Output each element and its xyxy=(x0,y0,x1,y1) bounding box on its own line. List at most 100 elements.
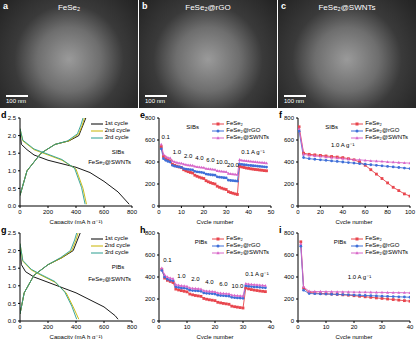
svg-text:FeSe₂@SWNTs: FeSe₂@SWNTs xyxy=(88,159,131,165)
svg-text:800: 800 xyxy=(127,209,138,215)
svg-text:4.0: 4.0 xyxy=(205,279,214,285)
svg-text:40: 40 xyxy=(407,324,414,330)
svg-text:600: 600 xyxy=(99,324,110,330)
svg-text:Cycle number: Cycle number xyxy=(196,334,233,339)
svg-text:0.1: 0.1 xyxy=(162,134,171,140)
svg-text:FeSe₂@SWNTs: FeSe₂@SWNTs xyxy=(88,276,131,282)
svg-text:400: 400 xyxy=(284,274,295,280)
svg-text:800: 800 xyxy=(145,115,156,121)
svg-text:30: 30 xyxy=(379,324,386,330)
svg-text:1.0: 1.0 xyxy=(177,273,186,279)
svg-text:0: 0 xyxy=(18,324,22,330)
svg-text:SIBs: SIBs xyxy=(186,124,199,130)
svg-text:SIBs: SIBs xyxy=(325,124,338,130)
svg-text:60: 60 xyxy=(362,209,369,215)
svg-text:40: 40 xyxy=(339,209,346,215)
svg-text:400: 400 xyxy=(145,159,156,165)
svg-text:0.0: 0.0 xyxy=(8,203,17,209)
html-text:b: b xyxy=(142,1,148,11)
svg-text:30: 30 xyxy=(223,209,230,215)
svg-text:10: 10 xyxy=(184,324,191,330)
svg-text:10: 10 xyxy=(178,209,185,215)
svg-text:0: 0 xyxy=(296,209,300,215)
svg-text:2.0: 2.0 xyxy=(184,153,193,159)
svg-text:1.0: 1.0 xyxy=(173,149,182,155)
svg-text:4.0: 4.0 xyxy=(195,155,204,161)
svg-text:2.0: 2.0 xyxy=(8,133,17,139)
svg-text:600: 600 xyxy=(284,137,295,143)
svg-text:20: 20 xyxy=(351,324,358,330)
html-text:FeSe₂@rGO: FeSe₂@rGO xyxy=(185,3,231,12)
svg-text:2.5: 2.5 xyxy=(8,115,17,121)
svg-text:600: 600 xyxy=(145,137,156,143)
svg-text:200: 200 xyxy=(145,296,156,302)
svg-text:10: 10 xyxy=(323,324,330,330)
svg-text:20: 20 xyxy=(317,209,324,215)
svg-text:10.0: 10.0 xyxy=(215,159,228,166)
html-text:100 nm: 100 nm xyxy=(6,98,26,104)
svg-text:800: 800 xyxy=(284,115,295,121)
svg-text:2.5: 2.5 xyxy=(8,230,17,236)
svg-text:30: 30 xyxy=(240,324,247,330)
svg-text:800: 800 xyxy=(145,230,156,236)
svg-text:0: 0 xyxy=(296,324,300,330)
svg-text:0: 0 xyxy=(291,318,295,324)
svg-text:0: 0 xyxy=(157,324,161,330)
svg-text:20: 20 xyxy=(200,209,207,215)
svg-text:2.0: 2.0 xyxy=(191,276,200,282)
svg-text:6.0: 6.0 xyxy=(219,281,228,287)
svg-text:400: 400 xyxy=(145,274,156,280)
svg-text:Cycle number: Cycle number xyxy=(335,219,372,224)
svg-text:0: 0 xyxy=(18,209,22,215)
svg-text:1.5: 1.5 xyxy=(8,150,17,156)
svg-text:100: 100 xyxy=(405,209,416,215)
svg-text:PIBs: PIBs xyxy=(334,239,347,245)
svg-text:0.1: 0.1 xyxy=(163,257,172,263)
svg-text:Capacity (mA h g⁻¹): Capacity (mA h g⁻¹) xyxy=(50,219,103,224)
svg-text:200: 200 xyxy=(43,324,54,330)
svg-text:800: 800 xyxy=(284,230,295,236)
svg-text:Cycle number: Cycle number xyxy=(335,334,372,339)
html-text:FeSe₂: FeSe₂ xyxy=(57,3,81,12)
svg-text:200: 200 xyxy=(284,296,295,302)
svg-text:800: 800 xyxy=(127,324,138,330)
svg-text:0.0: 0.0 xyxy=(8,318,17,324)
svg-text:400: 400 xyxy=(284,159,295,165)
svg-text:600: 600 xyxy=(99,209,110,215)
svg-text:1.0 A g⁻¹: 1.0 A g⁻¹ xyxy=(348,274,372,280)
svg-text:0.5: 0.5 xyxy=(8,301,17,307)
svg-text:0: 0 xyxy=(157,209,161,215)
svg-text:200: 200 xyxy=(145,181,156,187)
svg-text:200: 200 xyxy=(43,209,54,215)
svg-text:SIBs: SIBs xyxy=(112,149,125,155)
svg-text:Cycle number: Cycle number xyxy=(196,219,233,224)
svg-text:1.0: 1.0 xyxy=(8,168,17,174)
svg-text:200: 200 xyxy=(284,181,295,187)
svg-text:20: 20 xyxy=(212,324,219,330)
svg-text:0.1 A g⁻¹: 0.1 A g⁻¹ xyxy=(245,271,269,277)
svg-text:50: 50 xyxy=(268,209,275,215)
svg-text:1.0: 1.0 xyxy=(8,283,17,289)
svg-text:600: 600 xyxy=(145,252,156,258)
svg-text:0: 0 xyxy=(152,203,156,209)
svg-text:40: 40 xyxy=(268,324,275,330)
svg-text:Capacity (mA h g⁻¹): Capacity (mA h g⁻¹) xyxy=(50,334,103,339)
svg-text:PIBs: PIBs xyxy=(112,264,125,270)
svg-text:0.1 A g⁻¹: 0.1 A g⁻¹ xyxy=(241,149,265,155)
svg-text:6.0: 6.0 xyxy=(206,157,215,163)
svg-text:400: 400 xyxy=(71,209,82,215)
svg-text:80: 80 xyxy=(384,209,391,215)
svg-text:1.5: 1.5 xyxy=(8,265,17,271)
svg-text:PIBs: PIBs xyxy=(195,239,208,245)
html-text:FeSe₂@SWNTs: FeSe₂@SWNTs xyxy=(318,3,376,12)
svg-text:10.0: 10.0 xyxy=(232,283,244,289)
svg-text:600: 600 xyxy=(284,252,295,258)
svg-text:40: 40 xyxy=(245,209,252,215)
svg-text:0: 0 xyxy=(291,203,295,209)
svg-text:400: 400 xyxy=(71,324,82,330)
svg-text:20.0: 20.0 xyxy=(227,162,239,168)
svg-text:2.0: 2.0 xyxy=(8,248,17,254)
svg-text:0: 0 xyxy=(152,318,156,324)
svg-text:1.0 A g⁻¹: 1.0 A g⁻¹ xyxy=(331,142,355,148)
svg-text:0.5: 0.5 xyxy=(8,186,17,192)
